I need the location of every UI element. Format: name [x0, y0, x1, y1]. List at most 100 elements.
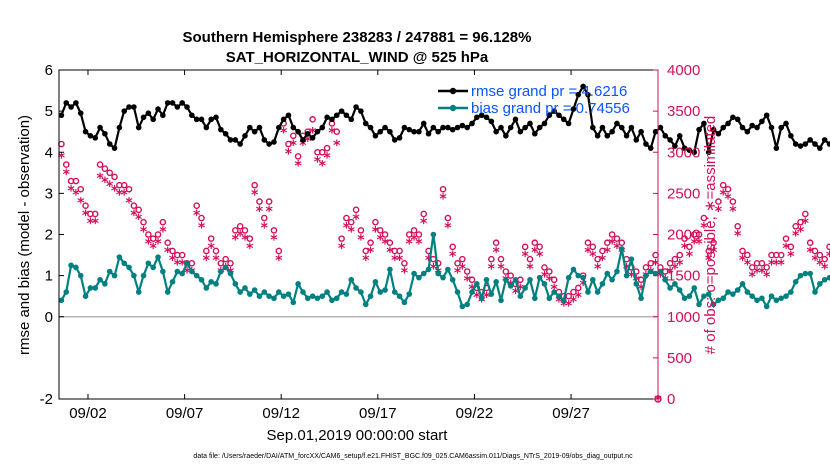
bias-point: [807, 270, 813, 277]
rmse-point: [628, 124, 635, 131]
bias-point: [710, 301, 717, 308]
rmse-point: [145, 110, 152, 116]
rmse-point: [116, 124, 123, 131]
obs-possible-point: [270, 227, 278, 234]
obs-assimilated-point: *: [410, 233, 418, 249]
obs-assimilated-point: *: [594, 261, 602, 277]
bias-point: [763, 303, 770, 310]
chart-title-line2: SAT_HORIZONTAL_WIND @ 525 hPa: [226, 49, 489, 66]
rmse-point: [517, 128, 524, 135]
obs-assimilated-point: *: [546, 274, 554, 290]
obs-assimilated-point: *: [386, 245, 394, 261]
obs-assimilated-point: *: [294, 159, 302, 175]
bias-point: [126, 264, 132, 271]
bias-point: [705, 291, 712, 297]
obs-assimilated-point: *: [377, 233, 385, 249]
obs-possible-point: [686, 243, 693, 251]
rmse-point: [604, 133, 611, 139]
obs-assimilated-point: *: [613, 241, 621, 257]
rmse-point: [705, 149, 712, 156]
obs-assimilated-point: *: [261, 220, 269, 236]
obs-possible-point: [671, 255, 679, 263]
obs-assimilated-point: *: [488, 261, 496, 277]
bias-point: [169, 278, 176, 285]
bias-point: [725, 289, 731, 295]
bias-point: [411, 270, 417, 277]
obs-assimilated-point: *: [285, 146, 293, 162]
bias-point: [68, 262, 74, 269]
obs-assimilated-point: *: [290, 138, 298, 154]
obs-possible-point: [806, 239, 814, 247]
obs-assimilated-point: *: [623, 261, 631, 277]
obs-assimilated-point: *: [778, 257, 786, 273]
bias-point: [826, 274, 830, 281]
rmse-point: [333, 112, 340, 119]
obs-possible-point: [715, 198, 722, 205]
obs-possible-point: [352, 206, 360, 214]
bias-point: [464, 301, 470, 308]
obs-possible-point: [734, 222, 742, 230]
obs-possible-point: [589, 243, 597, 251]
bias-point: [618, 246, 625, 252]
bias-point: [522, 285, 528, 291]
bias-point: [715, 297, 722, 304]
y-right-tick-label: 4000: [667, 62, 700, 79]
legend-swatch-marker: [449, 104, 457, 112]
bias-point: [594, 289, 601, 295]
bias-point: [614, 268, 620, 275]
y-right-tick-label: 1500: [667, 268, 700, 285]
obs-assimilated-point: *: [604, 245, 612, 261]
obs-assimilated-point: *: [700, 220, 708, 236]
obs-possible-point: [207, 235, 215, 242]
y-left-tick-label: 0: [45, 309, 53, 326]
obs-assimilated-point: *: [705, 253, 713, 269]
bias-point: [164, 289, 171, 295]
obs-assimilated-point: *: [251, 187, 259, 203]
obs-possible-point: [782, 235, 790, 242]
bias-point: [778, 295, 784, 302]
obs-possible-point: [459, 255, 466, 263]
obs-possible-point: [193, 202, 200, 210]
obs-assimilated-point: *: [763, 270, 771, 286]
obs-possible-point: [232, 227, 239, 234]
obs-assimilated-point: *: [666, 266, 674, 282]
rmse-point: [58, 112, 65, 119]
bias-point: [812, 289, 818, 295]
obs-possible-point: [463, 268, 471, 275]
bias-point: [633, 281, 640, 287]
rmse-point: [464, 124, 470, 131]
obs-assimilated-point: *: [372, 224, 380, 240]
rmse-point: [435, 128, 442, 135]
rmse-point: [715, 130, 722, 137]
obs-assimilated-point: *: [77, 196, 85, 212]
obs-possible-point: [96, 161, 104, 168]
obs-assimilated-point: *: [208, 241, 216, 257]
rmse-point: [261, 137, 268, 143]
obs-possible-point: [439, 185, 447, 193]
obs-assimilated-point: *: [560, 298, 568, 314]
obs-possible-point: [381, 231, 389, 238]
obs-assimilated-point: *: [807, 245, 815, 261]
rmse-point: [788, 133, 794, 139]
obs-assimilated-point: *: [92, 216, 100, 232]
obs-assimilated-point: *: [246, 241, 254, 257]
rmse-point: [599, 124, 606, 131]
rmse-point: [807, 137, 813, 143]
bias-point: [435, 270, 442, 277]
rmse-point: [77, 110, 84, 116]
bias-point: [396, 293, 403, 299]
obs-assimilated-point: *: [773, 257, 781, 273]
obs-assimilated-point: *: [526, 261, 534, 277]
rmse-point: [686, 147, 693, 153]
rmse-point: [667, 137, 673, 143]
obs-possible-point: [792, 222, 799, 230]
obs-possible-point: [169, 247, 176, 255]
obs-possible-point: [140, 218, 147, 226]
obs-assimilated-point: *: [169, 253, 177, 269]
bias-point: [701, 293, 707, 299]
bias-point: [744, 289, 751, 295]
obs-possible-point: [637, 276, 645, 284]
obs-assimilated-point: *: [449, 249, 457, 265]
obs-assimilated-point: *: [517, 282, 525, 298]
